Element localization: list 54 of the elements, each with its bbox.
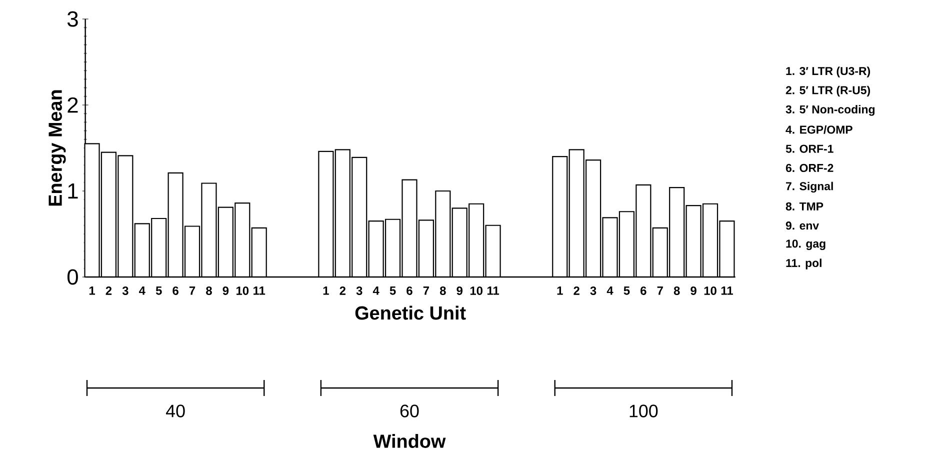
text: 3. 5′ Non-coding [786,105,874,116]
x-tick-label: 6 [640,286,646,295]
x-tick-label: 8 [674,286,680,295]
x-tick-label: 4 [139,286,146,295]
x-tick-label: 7 [657,286,663,295]
y-axis-title: Energy Mean [48,90,66,206]
x-axis-title: Genetic Unit [355,306,466,320]
x-tick-label: 9 [456,286,462,295]
x-tick-label: 6 [406,286,412,295]
text: 100 [630,404,658,418]
x-tick-label: 10 [470,286,482,295]
x-tick-label: 11 [254,286,266,295]
y-tick-label: 2 [68,97,78,113]
y-tick-label: 0 [67,269,78,285]
x-tick-label: 5 [156,286,162,295]
x-tick-label: 5 [390,286,396,295]
x-tick-label: 11 [721,286,733,295]
text: 9. env [786,222,819,230]
x-tick-label: 1 [323,286,329,295]
text: 11. pol [786,258,822,270]
text: 10. gag [786,240,826,250]
x-tick-label: 2 [106,286,112,295]
x-tick-label: 3 [122,286,128,295]
x-tick-label: 3 [356,286,362,295]
x-tick-label: 7 [423,286,429,295]
text: 7. Signal [786,182,833,193]
x-tick-label: 9 [222,286,229,295]
text: 2. 5′ LTR (R-U5) [786,86,870,97]
text: 6. ORF-2 [786,164,834,172]
text: 1. 3′ LTR (U3-R) [786,66,870,78]
x-tick-label: 4 [372,286,380,295]
text: 60 [400,404,419,418]
x-tick-label: 1 [89,286,95,295]
x-tick-label: 5 [624,286,630,295]
text: 40 [166,404,185,418]
y-tick-label: 3 [67,11,78,27]
text: 8. TMP [786,202,824,210]
y-tick-label: 1 [68,183,78,199]
x-tick-label: 3 [590,286,596,295]
x-tick-label: 2 [574,286,580,295]
x-tick-label: 8 [440,286,446,295]
x-tick-label: 6 [172,286,178,295]
x-tick-label: 10 [704,286,716,295]
x-tick-label: 7 [189,286,196,295]
text: 5. ORF-1 [786,144,834,153]
x-tick-label: 8 [206,286,212,295]
x-tick-label: 1 [557,286,563,295]
text: 4. EGP/OMP [786,125,852,134]
x-tick-label: 10 [236,286,249,295]
x-tick-label: 4 [606,286,614,295]
x-tick-label: 9 [690,286,696,295]
x-tick-label: 11 [487,286,500,295]
x-tick-label: 2 [340,286,346,295]
text: Window [373,434,446,448]
